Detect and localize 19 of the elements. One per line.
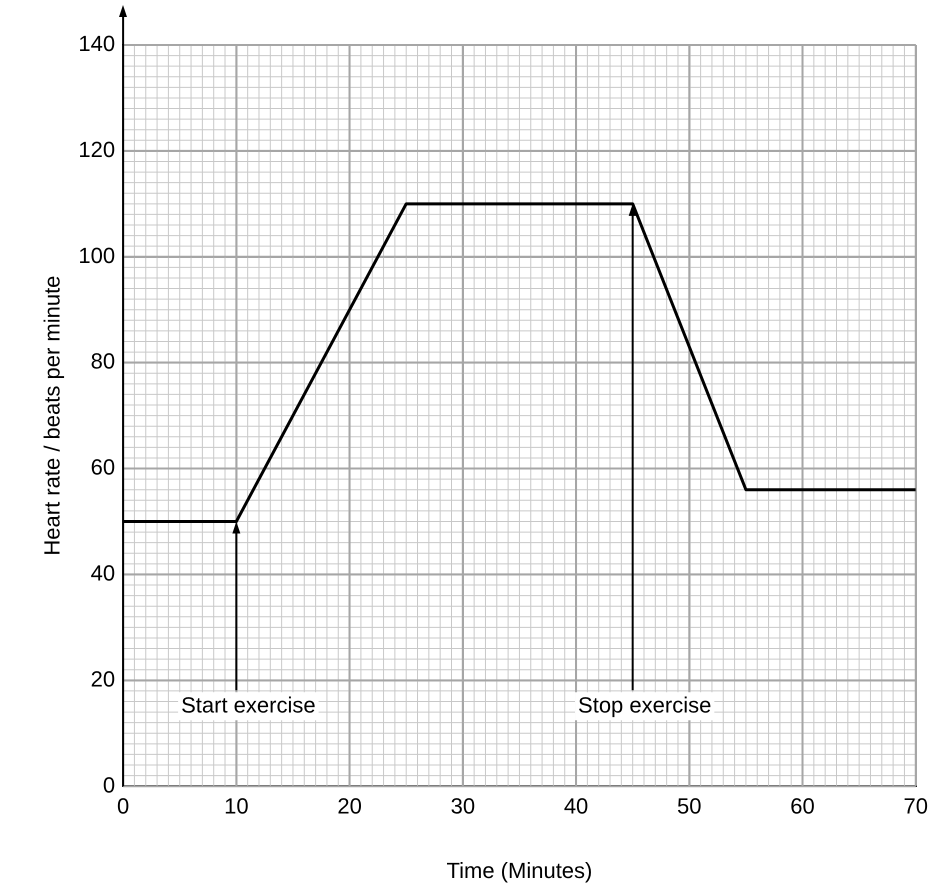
y-tick-label: 40 bbox=[90, 560, 116, 586]
x-tick-label: 70 bbox=[904, 793, 928, 818]
x-tick-label: 30 bbox=[450, 793, 476, 818]
y-tick-label: 140 bbox=[78, 31, 116, 56]
annotation: Start exercise bbox=[181, 692, 316, 718]
x-axis-title: Time (Minutes) bbox=[446, 858, 592, 883]
annotation: Stop exercise bbox=[578, 692, 712, 718]
x-tick-label: 50 bbox=[677, 793, 702, 818]
y-axis-title: Heart rate / beats per minute bbox=[39, 276, 64, 556]
y-tick-label: 20 bbox=[90, 666, 116, 692]
x-tick-label: 10 bbox=[224, 793, 249, 818]
y-tick-label: 80 bbox=[90, 348, 116, 374]
x-tick-label: 60 bbox=[790, 793, 815, 818]
y-tick-label: 60 bbox=[90, 454, 116, 480]
x-tick-label: 20 bbox=[337, 793, 362, 818]
y-tick-label: 100 bbox=[78, 242, 116, 268]
y-tick-label: 0 bbox=[102, 772, 116, 798]
y-tick-label: 120 bbox=[78, 136, 116, 162]
x-tick-label: 40 bbox=[564, 793, 588, 818]
